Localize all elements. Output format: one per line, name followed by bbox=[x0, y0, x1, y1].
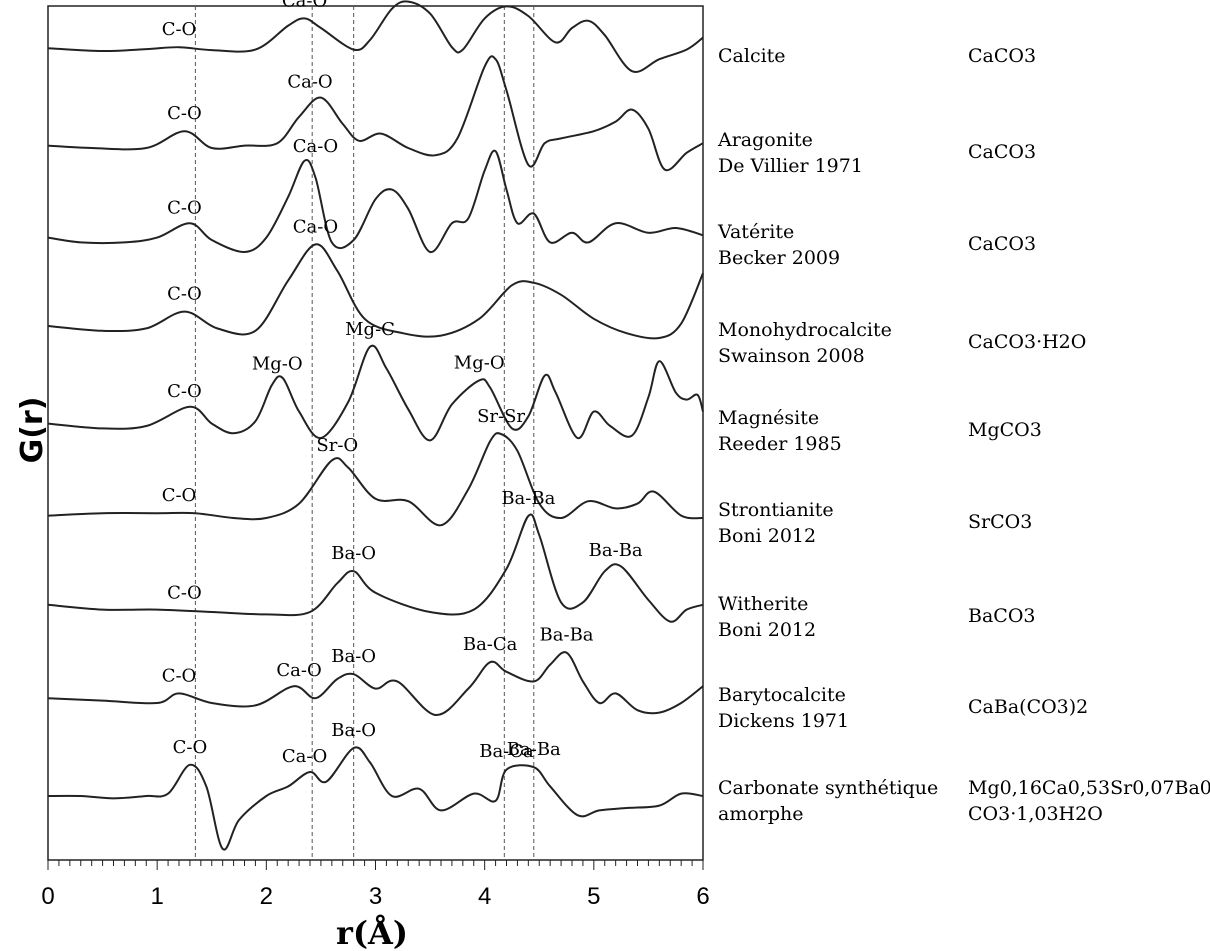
x-axis-label: r(Å) bbox=[336, 914, 408, 951]
pdf-curves bbox=[47, 0, 704, 851]
peak-label: Ba-O bbox=[331, 720, 376, 741]
sample-reference: amorphe bbox=[718, 803, 804, 825]
peak-label: C-O bbox=[167, 198, 202, 219]
y-axis-label: G(r) bbox=[15, 397, 50, 464]
x-tick-label: 0 bbox=[41, 883, 54, 910]
peak-label: Ca-O bbox=[282, 746, 327, 767]
sample-formula: CaCO3 bbox=[968, 141, 1036, 163]
pdf-curve-6 bbox=[47, 513, 704, 623]
sample-formula: SrCO3 bbox=[968, 511, 1032, 533]
pdf-curve-1 bbox=[47, 55, 704, 172]
sample-formula: CaCO3 bbox=[968, 45, 1036, 67]
peak-label: Ba-Ba bbox=[507, 739, 561, 760]
peak-label: Ba-Ca bbox=[479, 741, 534, 762]
sample-name: Witherite bbox=[718, 593, 808, 615]
sample-name: Carbonate synthétique bbox=[718, 777, 938, 799]
peak-label: Ca-O bbox=[287, 72, 332, 93]
pdf-curve-3 bbox=[47, 243, 704, 340]
peak-label: C-O bbox=[173, 737, 208, 758]
pdf-curve-0 bbox=[47, 0, 704, 73]
sample-formula: CO3·1,03H2O bbox=[968, 803, 1103, 825]
sample-legend: Calcite CaCO3 Aragonite De Villier 1971 CaCO… bbox=[717, 45, 1210, 825]
peak-label: Sr-O bbox=[316, 435, 358, 456]
x-tick-label: 4 bbox=[478, 883, 491, 910]
peak-label: Ba-Ba bbox=[589, 540, 643, 561]
sample-formula: BaCO3 bbox=[968, 605, 1036, 627]
peak-label: Ca-O bbox=[276, 660, 321, 681]
peak-labels: C-O Ca-O C-O Ca-O C-O Ca-O C-O Ca-O C-O Mg-O Mg-C M… bbox=[162, 0, 643, 767]
x-axis: 0 1 2 3 4 5 6 bbox=[41, 860, 710, 910]
peak-label: Ba-Ca bbox=[463, 634, 518, 655]
x-tick-label: 1 bbox=[150, 883, 163, 910]
sample-reference: Reeder 1985 bbox=[718, 433, 842, 455]
sample-name: Magnésite bbox=[718, 407, 819, 429]
peak-label: Sr-Sr bbox=[477, 406, 525, 427]
x-tick-label: 6 bbox=[696, 883, 709, 910]
peak-label: Ca-O bbox=[282, 0, 327, 11]
peak-label: Mg-O bbox=[252, 354, 303, 375]
sample-reference: De Villier 1971 bbox=[718, 155, 863, 177]
pdf-curve-5 bbox=[47, 432, 704, 527]
x-tick-label: 5 bbox=[587, 883, 600, 910]
sample-reference: Becker 2009 bbox=[718, 247, 840, 269]
sample-name: Aragonite bbox=[717, 129, 813, 151]
sample-reference: Boni 2012 bbox=[718, 525, 816, 547]
sample-name: Vatérite bbox=[717, 221, 794, 243]
sample-name: Barytocalcite bbox=[718, 684, 846, 706]
peak-label: Mg-C bbox=[345, 319, 395, 340]
pdf-curve-2 bbox=[47, 149, 704, 254]
peak-label: Ba-O bbox=[331, 646, 376, 667]
peak-label: Ca-O bbox=[293, 136, 338, 157]
pdf-curve-7 bbox=[47, 651, 704, 716]
peak-label: C-O bbox=[167, 381, 202, 402]
sample-formula: CaCO3 bbox=[968, 233, 1036, 255]
sample-formula: Mg0,16Ca0,53Sr0,07Ba0,25 bbox=[968, 777, 1210, 799]
pdf-curve-4 bbox=[47, 344, 704, 442]
sample-name: Calcite bbox=[718, 45, 786, 67]
x-tick-label: 3 bbox=[369, 883, 382, 910]
sample-formula: CaCO3·H2O bbox=[968, 331, 1086, 353]
sample-reference: Boni 2012 bbox=[718, 619, 816, 641]
peak-label: C-O bbox=[167, 103, 202, 124]
peak-label: C-O bbox=[162, 485, 197, 506]
sample-reference: Swainson 2008 bbox=[718, 345, 865, 367]
peak-label: C-O bbox=[162, 19, 197, 40]
x-tick-label: 2 bbox=[260, 883, 273, 910]
sample-reference: Dickens 1971 bbox=[718, 710, 849, 732]
sample-formula: CaBa(CO3)2 bbox=[968, 696, 1088, 718]
peak-label: Mg-O bbox=[454, 352, 505, 373]
peak-label: Ca-O bbox=[293, 216, 338, 237]
peak-label: Ba-Ba bbox=[540, 625, 594, 646]
sample-name: Strontianite bbox=[718, 499, 834, 521]
peak-label: C-O bbox=[167, 284, 202, 305]
pdf-curve-8 bbox=[47, 746, 704, 851]
peak-label: Ba-O bbox=[331, 543, 376, 564]
peak-label: C-O bbox=[162, 665, 197, 686]
peak-label: C-O bbox=[167, 582, 202, 603]
peak-label: Ba-Ba bbox=[501, 488, 555, 509]
sample-formula: MgCO3 bbox=[968, 419, 1042, 441]
sample-name: Monohydrocalcite bbox=[718, 319, 892, 341]
